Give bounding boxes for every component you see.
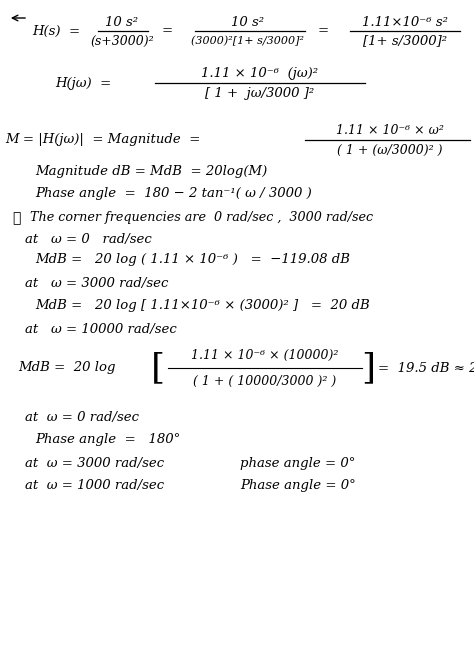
Text: 10 s²: 10 s² <box>105 16 138 29</box>
Text: The corner frequencies are  0 rad/sec ,  3000 rad/sec: The corner frequencies are 0 rad/sec , 3… <box>30 212 373 225</box>
Text: =  19.5 dB ≈ 20dB: = 19.5 dB ≈ 20dB <box>378 362 474 375</box>
Text: phase angle = 0°: phase angle = 0° <box>240 456 356 470</box>
Text: Magnitude dB = MdB  = 20log(M): Magnitude dB = MdB = 20log(M) <box>35 165 267 178</box>
Text: at   ω = 3000 rad/sec: at ω = 3000 rad/sec <box>25 276 168 289</box>
Text: 10 s²: 10 s² <box>231 16 264 29</box>
Text: M = |H(jω)|  = Magnitude  =: M = |H(jω)| = Magnitude = <box>5 133 201 146</box>
Text: 1.11 × 10⁻⁶ × (10000)²: 1.11 × 10⁻⁶ × (10000)² <box>191 349 339 362</box>
Text: at  ω = 3000 rad/sec: at ω = 3000 rad/sec <box>25 456 164 470</box>
Text: ( 1 + ( 10000/3000 )² ): ( 1 + ( 10000/3000 )² ) <box>193 375 337 387</box>
Text: Phase angle  =  180 − 2 tan⁻¹( ω / 3000 ): Phase angle = 180 − 2 tan⁻¹( ω / 3000 ) <box>35 187 312 200</box>
Text: 1.11 × 10⁻⁶  (jω)²: 1.11 × 10⁻⁶ (jω)² <box>201 67 319 80</box>
Text: [ 1 +  jω/3000 ]²: [ 1 + jω/3000 ]² <box>205 86 315 99</box>
Text: =: = <box>318 25 329 37</box>
Text: Phase angle = 0°: Phase angle = 0° <box>240 479 356 492</box>
Text: H(jω)  =: H(jω) = <box>55 76 111 89</box>
Text: MdB =  20 log: MdB = 20 log <box>18 362 116 375</box>
Text: H(s)  =: H(s) = <box>32 25 80 37</box>
Text: MdB =   20 log ( 1.11 × 10⁻⁶ )   =  −119.08 dB: MdB = 20 log ( 1.11 × 10⁻⁶ ) = −119.08 d… <box>35 253 350 266</box>
Text: =: = <box>162 25 173 37</box>
Text: [: [ <box>151 351 165 385</box>
Text: at   ω = 0   rad/sec: at ω = 0 rad/sec <box>25 234 152 246</box>
Text: MdB =   20 log [ 1.11×10⁻⁶ × (3000)² ]   =  20 dB: MdB = 20 log [ 1.11×10⁻⁶ × (3000)² ] = 2… <box>35 298 370 311</box>
Text: at  ω = 0 rad/sec: at ω = 0 rad/sec <box>25 411 139 424</box>
Text: ✦: ✦ <box>12 211 20 225</box>
Text: 1.11 × 10⁻⁶ × ω²: 1.11 × 10⁻⁶ × ω² <box>336 123 444 136</box>
Text: (3000)²[1+ s/3000]²: (3000)²[1+ s/3000]² <box>191 36 304 46</box>
Text: ]: ] <box>361 351 375 385</box>
Text: at  ω = 1000 rad/sec: at ω = 1000 rad/sec <box>25 479 164 492</box>
Text: ( 1 + (ω/3000)² ): ( 1 + (ω/3000)² ) <box>337 144 443 157</box>
Text: (s+3000)²: (s+3000)² <box>90 35 154 48</box>
Text: Phase angle  =   180°: Phase angle = 180° <box>35 434 180 447</box>
Text: [1+ s/3000]²: [1+ s/3000]² <box>363 35 447 48</box>
Text: at   ω = 10000 rad/sec: at ω = 10000 rad/sec <box>25 323 177 336</box>
Text: 1.11×10⁻⁶ s²: 1.11×10⁻⁶ s² <box>362 16 448 29</box>
